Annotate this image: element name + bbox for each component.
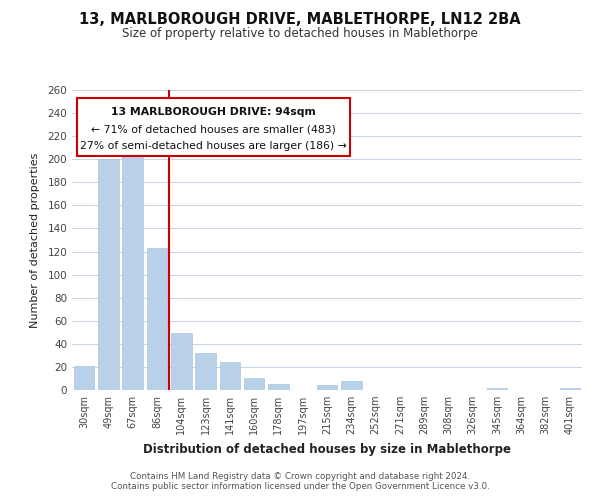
- X-axis label: Distribution of detached houses by size in Mablethorpe: Distribution of detached houses by size …: [143, 442, 511, 456]
- Bar: [244, 378, 265, 390]
- Text: 27% of semi-detached houses are larger (186) →: 27% of semi-detached houses are larger (…: [80, 141, 347, 151]
- Text: Contains HM Land Registry data © Crown copyright and database right 2024.: Contains HM Land Registry data © Crown c…: [130, 472, 470, 481]
- Bar: [487, 388, 508, 390]
- Bar: [122, 144, 143, 390]
- Bar: [560, 388, 580, 390]
- Bar: [74, 366, 94, 390]
- Text: 13 MARLBOROUGH DRIVE: 94sqm: 13 MARLBOROUGH DRIVE: 94sqm: [111, 107, 316, 117]
- Bar: [98, 159, 119, 390]
- Bar: [317, 386, 337, 390]
- Bar: [268, 384, 289, 390]
- Bar: [171, 334, 191, 390]
- FancyBboxPatch shape: [77, 98, 350, 156]
- Bar: [146, 248, 167, 390]
- Text: Contains public sector information licensed under the Open Government Licence v3: Contains public sector information licen…: [110, 482, 490, 491]
- Y-axis label: Number of detached properties: Number of detached properties: [31, 152, 40, 328]
- Text: ← 71% of detached houses are smaller (483): ← 71% of detached houses are smaller (48…: [91, 124, 336, 134]
- Bar: [341, 381, 362, 390]
- Text: Size of property relative to detached houses in Mablethorpe: Size of property relative to detached ho…: [122, 28, 478, 40]
- Bar: [220, 362, 240, 390]
- Text: 13, MARLBOROUGH DRIVE, MABLETHORPE, LN12 2BA: 13, MARLBOROUGH DRIVE, MABLETHORPE, LN12…: [79, 12, 521, 28]
- Bar: [195, 353, 216, 390]
